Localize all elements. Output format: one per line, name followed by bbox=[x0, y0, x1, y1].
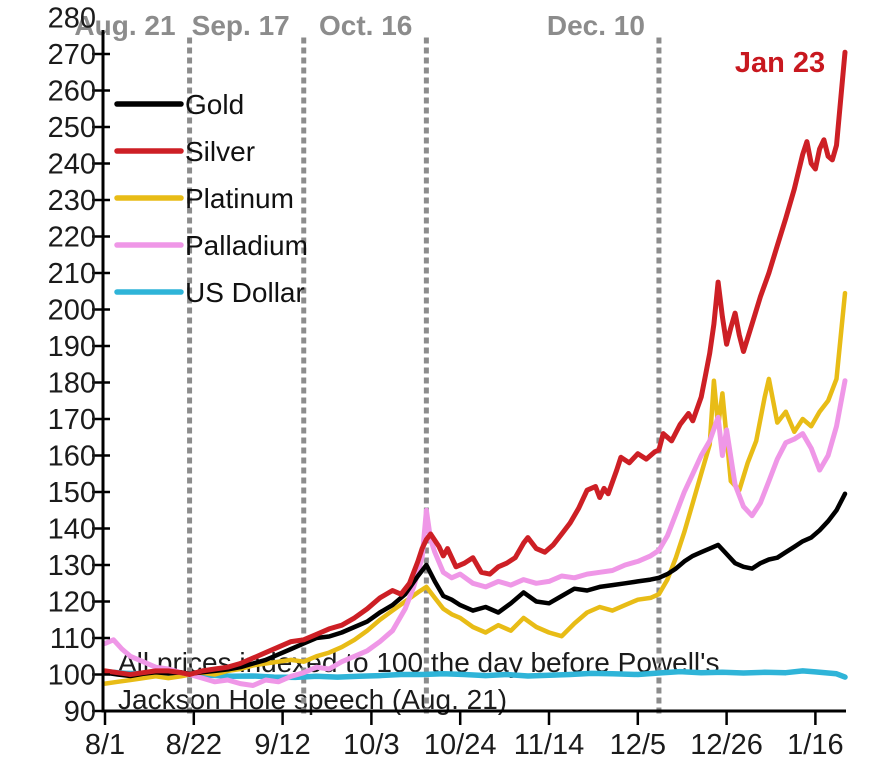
y-axis-tick-label: 140 bbox=[48, 514, 96, 546]
y-axis-tick-label: 120 bbox=[48, 587, 96, 619]
y-axis-tick-label: 220 bbox=[48, 222, 96, 254]
y-axis-tick-label: 110 bbox=[50, 623, 96, 655]
y-axis-tick-label: 270 bbox=[48, 39, 96, 71]
x-axis-tick-label: 11/14 bbox=[514, 729, 584, 761]
x-axis-tick-label: 12/5 bbox=[610, 729, 666, 761]
y-axis-tick-label: 280 bbox=[48, 3, 96, 35]
y-axis-tick-label: 90 bbox=[64, 696, 96, 728]
legend-label-us-dollar: US Dollar bbox=[185, 277, 305, 308]
x-axis-tick-label: 10/24 bbox=[424, 729, 497, 761]
legend-label-palladium: Palladium bbox=[185, 230, 308, 261]
y-axis-tick-label: 130 bbox=[48, 550, 96, 582]
legend-label-platinum: Platinum bbox=[185, 183, 294, 214]
event-label: Aug. 21 bbox=[74, 10, 175, 41]
event-lines-layer: Aug. 21 Sep. 17 Oct. 16 Dec. 10 bbox=[74, 10, 662, 714]
y-axis-tick-label: 260 bbox=[48, 76, 96, 108]
series-line-us-dollar bbox=[102, 668, 848, 681]
y-axis-tick-label: 100 bbox=[48, 660, 96, 692]
y-axis-tick-label: 180 bbox=[48, 368, 96, 400]
y-axis-tick-label: 240 bbox=[48, 149, 96, 181]
y-axis-tick-label: 170 bbox=[48, 404, 96, 436]
y-axis-tick-label: 200 bbox=[48, 295, 96, 327]
x-axis-tick-label: 12/26 bbox=[690, 729, 763, 761]
series-line-gold bbox=[102, 491, 848, 679]
y-axis-tick-label: 160 bbox=[48, 441, 96, 473]
y-axis-tick-label: 230 bbox=[48, 185, 96, 217]
x-axis-tick-label: 9/12 bbox=[254, 729, 310, 761]
series-line-palladium bbox=[102, 378, 848, 688]
end-label-layer: Jan 23 bbox=[735, 47, 825, 79]
x-axis-tick-label: 8/22 bbox=[166, 729, 222, 761]
y-axis-tick-label: 210 bbox=[48, 258, 96, 290]
x-axis-tick-label: 10/3 bbox=[343, 729, 399, 761]
event-label: Oct. 16 bbox=[319, 10, 412, 41]
legend-label-silver: Silver bbox=[185, 136, 255, 167]
y-axis-tick-label: 150 bbox=[48, 477, 96, 509]
series-layer bbox=[102, 49, 848, 688]
x-axis-tick-label: 8/1 bbox=[85, 729, 125, 761]
x-axis-tick-label: 1/16 bbox=[787, 729, 843, 761]
event-label: Dec. 10 bbox=[547, 10, 645, 41]
series-line-silver bbox=[102, 49, 848, 677]
event-label: Sep. 17 bbox=[192, 10, 290, 41]
end-date-label: Jan 23 bbox=[735, 47, 825, 79]
legend-label-gold: Gold bbox=[185, 89, 244, 120]
legend-layer: Gold Silver Platinum Palladium US Dollar bbox=[114, 89, 308, 308]
axes-layer: 90 100 110 120 130 140 150 160 170 180 190 200 210 22… bbox=[48, 3, 846, 761]
y-axis-tick-label: 190 bbox=[48, 331, 96, 363]
y-axis-tick-label: 250 bbox=[48, 112, 96, 144]
